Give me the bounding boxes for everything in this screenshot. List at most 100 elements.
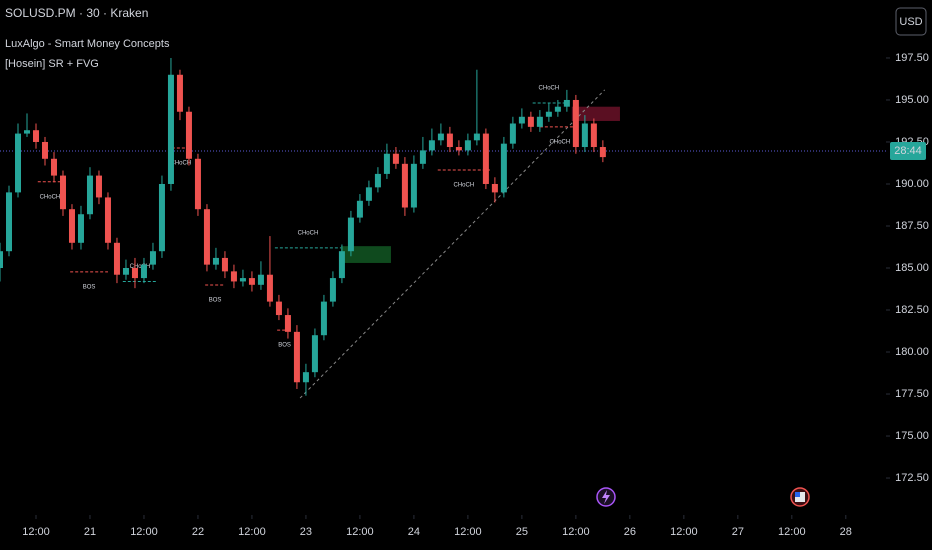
candle-body [32,130,39,142]
structure-label: CHoCH [539,86,560,92]
candle-body [410,163,417,208]
candle-body [536,116,543,127]
x-tick-label: 25 [516,526,528,538]
candle-body [86,175,93,215]
candle-body [320,301,327,336]
candle-body [23,130,30,134]
y-tick-label: 187.50 [895,220,929,232]
candle-body [365,187,372,201]
candle-body [401,163,408,208]
candle-body [500,143,507,193]
candle-body [464,140,471,151]
candle-body [419,150,426,164]
x-tick-label: 12:00 [670,526,698,538]
candle-body [347,217,354,252]
candle-body [554,106,561,112]
y-tick-label: 182.50 [895,304,929,316]
currency-button-label[interactable]: USD [899,16,922,28]
structure-label: BOS [83,284,96,290]
candle-body [392,153,399,164]
x-tick-label: 24 [408,526,420,538]
candle-body [131,268,138,279]
candle-body [203,209,210,265]
structure-label: CHoCH [171,161,192,167]
candle-body [257,274,264,285]
event-icon[interactable] [596,487,616,507]
candle-body [284,315,291,332]
candle-body [5,192,12,252]
candle-body [77,214,84,243]
x-tick-label: 12:00 [130,526,158,538]
y-tick-label: 177.50 [895,388,929,400]
candle-body [518,116,525,124]
candle-body [239,278,246,282]
candle-body [293,331,300,383]
y-tick-label: 180.00 [895,346,929,358]
x-tick-label: 12:00 [778,526,806,538]
candle-body [437,133,444,141]
indicator-name: [Hosein] SR + FVG [5,58,99,70]
candle-body [383,153,390,174]
candle-body [176,74,183,112]
x-tick-label: 12:00 [22,526,50,538]
candle-body [158,183,165,252]
y-tick-label: 172.50 [895,472,929,484]
candle-body [212,257,219,265]
structure-label: CHoCH [454,183,475,189]
y-tick-label: 195.00 [895,94,929,106]
candle-body [572,99,579,148]
candle-body [446,133,453,148]
candle-body [149,251,156,265]
candle-body [509,123,516,144]
candle-body [374,173,381,188]
candle-body [14,133,21,193]
candle-body [455,147,462,151]
structure-label: CHoCH [40,194,61,200]
candle-body [185,111,192,159]
candle-body [0,251,3,269]
candle-body [59,175,66,210]
candle-body [122,268,129,275]
candle-body [230,271,237,282]
candle-body [311,335,318,373]
candle-body [302,372,309,383]
structure-label: BOS [278,343,291,349]
candle-body [356,200,363,218]
indicator-name: LuxAlgo - Smart Money Concepts [5,38,170,50]
candle-body [338,251,345,279]
x-tick-label: 22 [192,526,204,538]
candle-body [140,264,147,279]
candle-body [329,278,336,302]
structure-label: CHoCH [130,264,151,270]
x-tick-label: 26 [624,526,636,538]
candle-body [248,278,255,285]
candle-body [221,257,228,272]
candle-body [491,183,498,193]
x-tick-label: 21 [84,526,96,538]
x-tick-label: 28 [840,526,852,538]
x-tick-label: 12:00 [238,526,266,538]
candle-body [563,99,570,107]
x-tick-label: 23 [300,526,312,538]
y-tick-label: 175.00 [895,430,929,442]
candle-body [95,175,102,198]
y-tick-label: 190.00 [895,178,929,190]
currency-button[interactable] [895,7,927,36]
candle-body [50,158,57,176]
event-icon[interactable] [790,487,810,507]
y-tick-label: 185.00 [895,262,929,274]
x-tick-label: 12:00 [346,526,374,538]
candle-body [581,123,588,148]
candle-body [104,197,111,243]
x-tick-label: 12:00 [562,526,590,538]
candle-body [194,158,201,210]
candle-body [482,133,489,184]
symbol-title: SOLUSD.PM · 30 · Kraken [5,6,148,20]
fvg-box [571,106,620,121]
candle-body [167,74,174,184]
candle-body [113,242,120,275]
candle-body [41,141,48,159]
candle-body [527,116,534,127]
